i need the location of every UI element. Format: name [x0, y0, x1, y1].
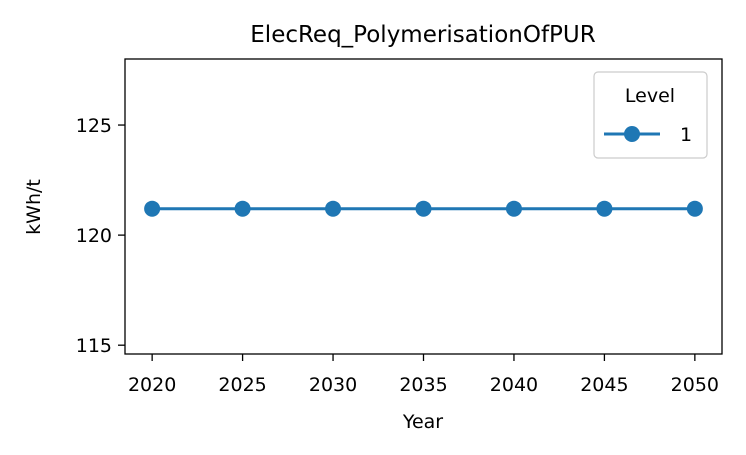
y-tick-label: 125	[76, 115, 112, 137]
x-tick-label: 2030	[309, 374, 357, 396]
y-tick-label: 120	[76, 225, 112, 247]
data-point	[325, 200, 342, 217]
data-point	[415, 200, 432, 217]
legend-title: Level	[625, 85, 675, 107]
x-tick-label: 2020	[128, 374, 176, 396]
x-tick-label: 2050	[671, 374, 719, 396]
data-point	[144, 200, 161, 217]
x-tick-label: 2035	[399, 374, 447, 396]
x-tick-label: 2045	[580, 374, 628, 396]
x-axis-label: Year	[402, 411, 443, 433]
data-point	[596, 200, 613, 217]
data-point	[505, 200, 522, 217]
y-axis-ticks: 115 120 125	[76, 115, 125, 357]
series-layer	[144, 200, 703, 217]
y-tick-label: 115	[76, 335, 112, 357]
chart-title: ElecReq_PolymerisationOfPUR	[250, 22, 595, 48]
legend: Level 1	[593, 71, 708, 159]
x-tick-label: 2040	[490, 374, 538, 396]
data-point	[234, 200, 251, 217]
legend-frame	[593, 71, 708, 159]
x-tick-label: 2025	[218, 374, 266, 396]
legend-marker	[624, 126, 640, 142]
data-point	[686, 200, 703, 217]
x-axis-ticks: 2020 2025 2030 2035 2040 2045 2050	[128, 354, 719, 396]
y-axis-label: kWh/t	[23, 179, 45, 235]
legend-entry-label: 1	[680, 124, 692, 146]
